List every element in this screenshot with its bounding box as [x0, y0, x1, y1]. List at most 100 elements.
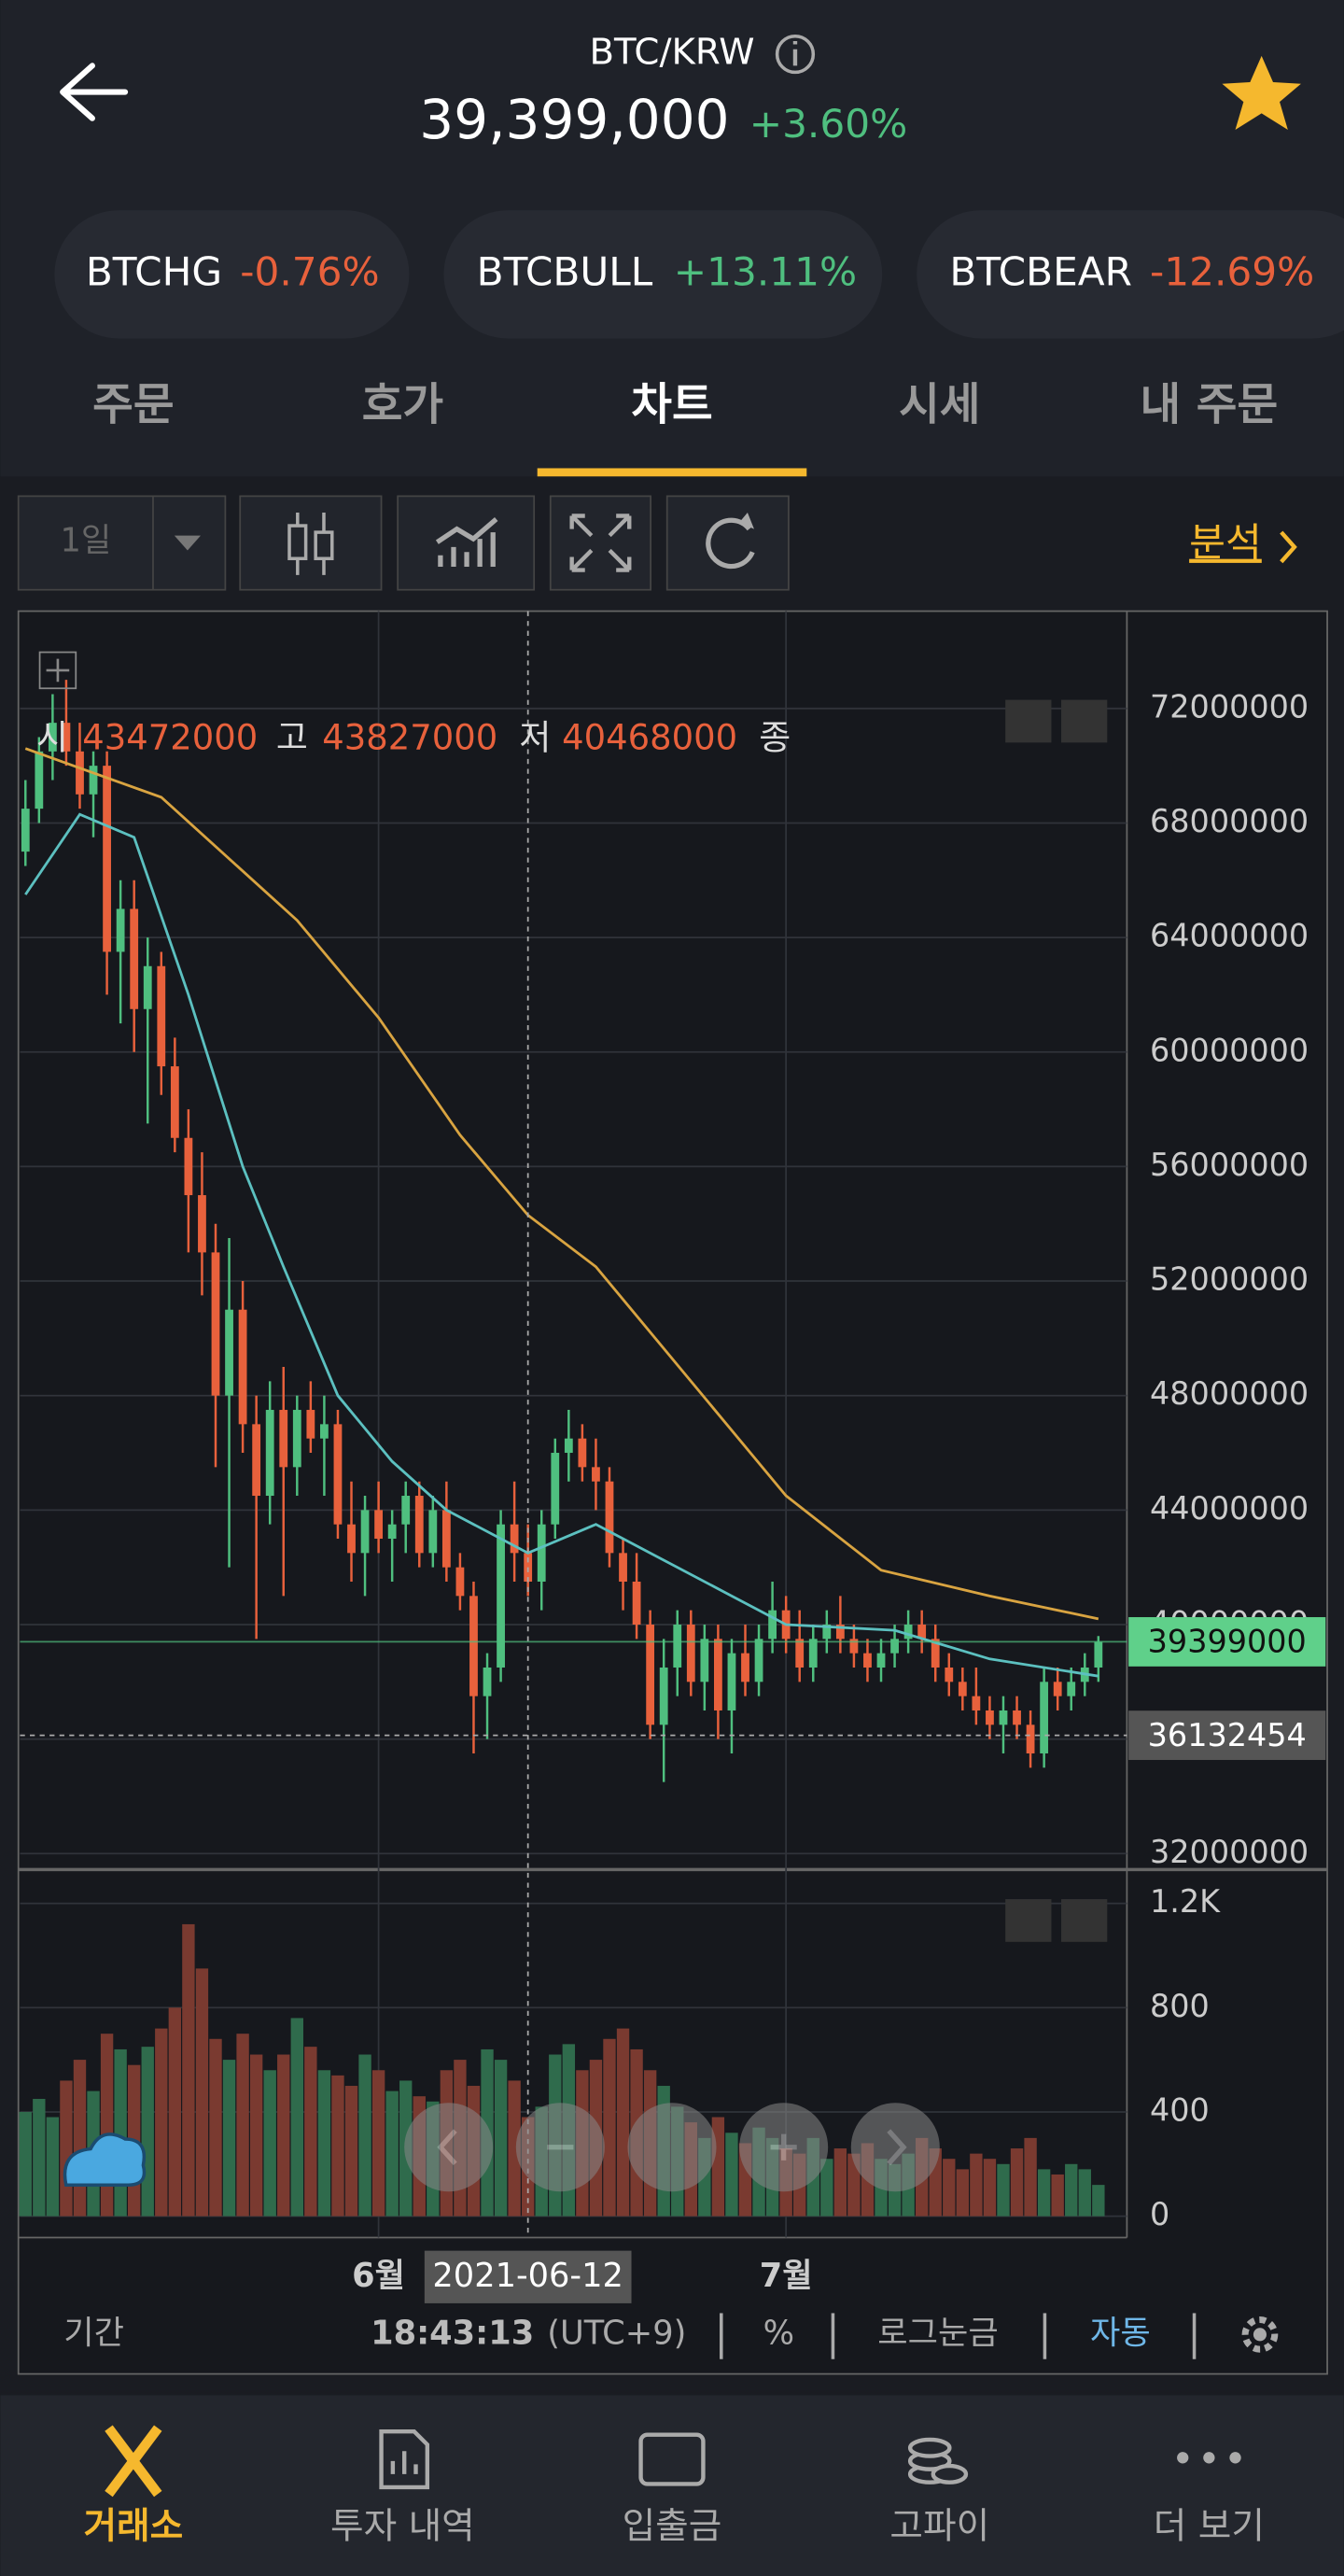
candle-body — [822, 1624, 832, 1640]
candle-body — [483, 1667, 492, 1696]
volume-bar — [1010, 2148, 1024, 2217]
ticker-pill[interactable] — [443, 210, 883, 339]
y-tick-label: 60000000 — [1150, 1032, 1309, 1068]
pane-resize-button[interactable] — [1061, 699, 1108, 743]
pane-up-button[interactable] — [1005, 1899, 1052, 1942]
candle-type-button[interactable] — [239, 495, 383, 591]
candle-body — [741, 1653, 749, 1682]
candle-body — [184, 1137, 193, 1196]
last-price-tag — [1128, 1617, 1326, 1667]
x-tick-label: 6월 — [352, 2257, 405, 2295]
pane-resize-button[interactable] — [1061, 1899, 1108, 1942]
period[interactable]: 기간 — [63, 2314, 124, 2352]
ticker-change: -0.76% — [240, 248, 379, 294]
tab[interactable]: 내 주문 — [1141, 379, 1279, 430]
volume-bar — [344, 2086, 358, 2217]
candle-body — [116, 908, 125, 952]
nav-item-active[interactable]: 거래소 — [83, 2505, 183, 2547]
back-button[interactable] — [60, 63, 129, 121]
nav-item[interactable]: 고파이 — [889, 2505, 989, 2547]
candle-body — [795, 1639, 805, 1668]
timezone: (UTC+9) — [547, 2314, 686, 2352]
tab-indicator — [537, 468, 807, 477]
ohlc-value: 40468000 — [562, 717, 737, 757]
crosshair-toggle[interactable] — [38, 651, 77, 690]
candle-body — [1026, 1724, 1035, 1753]
candle-body — [35, 751, 44, 809]
volume-bar — [983, 2159, 997, 2217]
y-tick-label: 48000000 — [1150, 1375, 1309, 1412]
volume-bar — [1065, 2163, 1078, 2217]
volume-bar — [358, 2054, 371, 2217]
refresh-button[interactable] — [665, 495, 790, 591]
ticker-pill[interactable] — [917, 210, 1344, 339]
crosshair-price-tag — [1128, 1710, 1326, 1760]
y-tick-label: 1.2K — [1150, 1883, 1221, 1920]
candle-body — [632, 1582, 641, 1625]
reset[interactable] — [627, 2103, 717, 2192]
candle-body — [986, 1710, 994, 1725]
candle-body — [592, 1467, 600, 1482]
tab-active[interactable]: 차트 — [631, 379, 712, 430]
tab[interactable]: 호가 — [362, 379, 443, 430]
logo-cloud — [63, 2133, 147, 2187]
interval-select[interactable] — [17, 495, 227, 591]
ohlc-value: 43472000 — [82, 717, 258, 757]
info-icon[interactable] — [775, 34, 816, 75]
ohlc-label: 종 — [759, 717, 791, 757]
interval: 1일 — [60, 522, 111, 560]
candle-body — [1013, 1710, 1021, 1725]
volume-bar — [616, 2028, 630, 2217]
log-toggle[interactable]: 로그눈금 — [877, 2314, 999, 2352]
tab[interactable]: 주문 — [92, 379, 174, 430]
ticker-name: BTCBEAR — [949, 248, 1132, 294]
indicator-button[interactable] — [397, 495, 536, 591]
tabs: 주문 호가 차트 시세 내 주문 — [92, 379, 1279, 477]
pane-down-button[interactable] — [1005, 699, 1052, 743]
candle-body — [265, 1410, 274, 1497]
x-tick-label: 7월 — [760, 2257, 813, 2295]
candle-body — [890, 1639, 899, 1654]
percent-toggle[interactable]: % — [763, 2314, 794, 2352]
last-price-label: 39399000 — [1148, 1624, 1307, 1660]
candle-body — [103, 766, 111, 952]
scroll-left[interactable] — [404, 2103, 494, 2192]
volume-bar — [1024, 2137, 1037, 2217]
dropdown-arrow — [174, 535, 202, 551]
candle-body — [143, 965, 152, 1009]
settings-icon[interactable] — [1241, 2316, 1279, 2353]
ticker-bar: BTCHG -0.76% BTCBULL +13.11% BTCBEAR -12… — [54, 210, 1344, 339]
pair: BTC/KRW — [590, 32, 755, 74]
candle-body — [659, 1667, 668, 1725]
auto-toggle[interactable]: 자동 — [1090, 2314, 1151, 2352]
nav-item[interactable]: 더 보기 — [1154, 2505, 1265, 2547]
nav-icon — [907, 2437, 969, 2485]
scroll-right[interactable] — [850, 2103, 940, 2192]
ohlc-info: 시 43472000 고 43827000 저 40468000 종 — [36, 717, 791, 757]
nav-item[interactable]: 입출금 — [623, 2505, 722, 2547]
time: 18:43:13 — [371, 2314, 534, 2352]
nav-item[interactable]: 투자 내역 — [330, 2505, 475, 2547]
candle-body — [999, 1710, 1008, 1725]
favorite-star[interactable] — [1222, 55, 1301, 131]
candle-body — [619, 1553, 627, 1583]
volume-bar — [508, 2080, 521, 2217]
candle-body — [605, 1481, 614, 1554]
volume-bar — [820, 2159, 833, 2217]
ticker-pill[interactable] — [54, 210, 410, 339]
candle-body — [849, 1639, 859, 1654]
candle-body — [211, 1252, 220, 1396]
ohlc-value: 43827000 — [322, 717, 497, 757]
volume-bar — [182, 1923, 195, 2217]
candle-body — [374, 1510, 384, 1540]
candle-body — [455, 1567, 465, 1597]
candle-body — [130, 908, 139, 1009]
volume-bar — [385, 2090, 399, 2217]
candle-body — [673, 1624, 682, 1668]
analysis-link[interactable]: 분석 — [1189, 520, 1262, 566]
y-tick-label: 400 — [1150, 2091, 1210, 2128]
fullscreen-button[interactable] — [549, 495, 652, 591]
candle-body — [198, 1195, 206, 1253]
tab[interactable]: 시세 — [899, 379, 980, 430]
